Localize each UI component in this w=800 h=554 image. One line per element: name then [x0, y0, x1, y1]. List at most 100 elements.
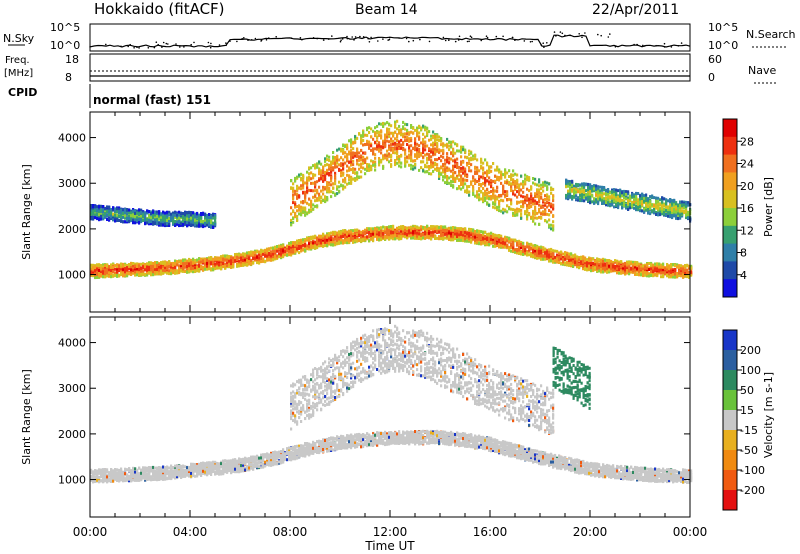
- power-cell: [202, 261, 205, 265]
- power-cell: [186, 262, 189, 266]
- power-cell: [506, 239, 509, 243]
- power-cell: [374, 234, 377, 238]
- power-cell: [394, 130, 397, 134]
- power-cell: [358, 158, 361, 162]
- power-cell: [172, 264, 175, 267]
- power-cell: [234, 256, 237, 260]
- nsearch-point: [229, 40, 231, 42]
- power-cell: [256, 258, 259, 262]
- power-cell: [476, 237, 479, 241]
- power-cell: [264, 252, 267, 256]
- nsearch-point: [581, 36, 583, 39]
- nsearch-point: [466, 40, 469, 43]
- power-cell: [514, 239, 517, 242]
- power-cell: [182, 267, 185, 271]
- power-cell: [604, 258, 607, 262]
- power-cell: [636, 267, 639, 271]
- power-cell: [320, 199, 323, 203]
- power-cell: [266, 250, 269, 254]
- power-cell: [340, 171, 343, 175]
- power-cell: [626, 268, 629, 272]
- power-cell: [362, 234, 365, 238]
- power-cell: [366, 142, 369, 146]
- power-cell: [358, 151, 361, 155]
- power-cell: [440, 234, 443, 238]
- power-cell: [652, 266, 655, 270]
- power-cell: [566, 261, 569, 264]
- power-cell: [94, 269, 97, 273]
- power-cell: [370, 229, 373, 233]
- power-cell: [654, 262, 657, 266]
- power-cell: [616, 267, 619, 271]
- power-cell: [262, 259, 265, 263]
- nsearch-point: [486, 36, 489, 39]
- power-cell: [98, 275, 101, 279]
- power-cell: [206, 265, 209, 269]
- nsearch-point: [368, 41, 371, 43]
- power-cell: [396, 236, 399, 240]
- power-cell: [300, 172, 303, 176]
- power-cell: [322, 192, 325, 196]
- power-cell: [328, 241, 331, 245]
- power-cell: [390, 148, 393, 152]
- power-cell: [598, 258, 601, 262]
- power-cell: [458, 230, 461, 234]
- power-cell: [624, 268, 627, 272]
- power-cell: [156, 268, 159, 271]
- power-cell: [376, 233, 379, 237]
- power-cell: [370, 164, 373, 168]
- power-cell: [282, 245, 285, 249]
- power-cell: [122, 266, 125, 270]
- power-cell: [326, 235, 329, 239]
- power-cell: [388, 135, 391, 138]
- power-cell: [310, 236, 313, 240]
- power-cell: [558, 260, 561, 264]
- power-cell: [574, 253, 577, 257]
- power-cell: [338, 168, 341, 172]
- power-cell: [230, 258, 233, 262]
- power-cell: [350, 235, 353, 239]
- power-cell: [244, 258, 247, 262]
- power-cell: [352, 229, 355, 233]
- power-cell: [350, 230, 353, 234]
- nsearch-point: [193, 41, 195, 44]
- power-cell: [634, 260, 637, 264]
- power-cell: [514, 250, 517, 254]
- power-cell: [272, 252, 275, 256]
- power-cell: [228, 265, 231, 269]
- power-cell: [404, 235, 407, 239]
- power-cell: [566, 253, 569, 257]
- power-cell: [468, 236, 471, 240]
- power-cell: [126, 271, 129, 275]
- power-cell: [576, 257, 579, 261]
- power-cell: [174, 266, 177, 270]
- power-cell: [480, 230, 483, 234]
- power-cell: [426, 227, 429, 231]
- cpid-text: normal (fast) 151: [93, 93, 211, 107]
- power-cell: [684, 264, 687, 268]
- power-cell: [310, 243, 313, 247]
- nsearch-point: [480, 39, 483, 42]
- power-cell: [356, 238, 359, 242]
- power-cell: [310, 177, 313, 181]
- power-cell: [368, 126, 371, 130]
- power-cell: [286, 244, 289, 248]
- power-cell: [382, 166, 385, 170]
- power-cell: [546, 252, 549, 256]
- power-cell: [114, 271, 117, 275]
- power-cell: [412, 236, 415, 240]
- power-cell: [300, 212, 303, 216]
- power-cell: [406, 236, 409, 240]
- power-cell: [106, 266, 109, 270]
- power-cell: [180, 268, 183, 272]
- power-cell: [520, 243, 523, 247]
- power-cell: [356, 177, 359, 181]
- power-cell: [120, 265, 123, 269]
- power-cell: [416, 226, 419, 230]
- power-cell: [400, 144, 403, 147]
- power-cell: [350, 238, 353, 242]
- power-cell: [370, 148, 373, 152]
- power-cell: [674, 264, 677, 268]
- power-cell: [212, 268, 215, 272]
- power-cell: [484, 230, 487, 234]
